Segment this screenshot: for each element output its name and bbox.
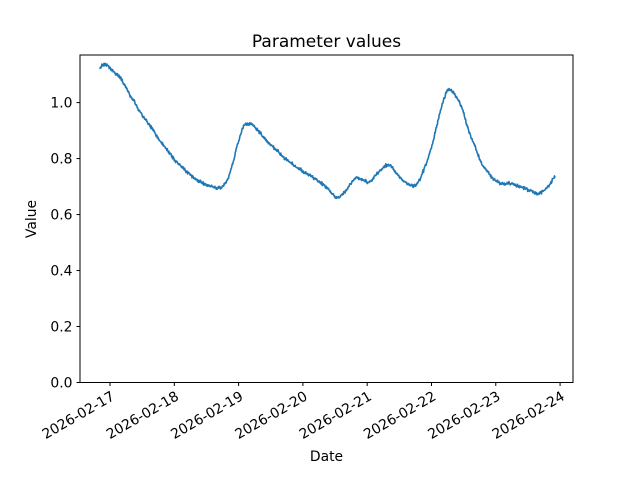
x-tick-label: 2026-02-23: [425, 389, 503, 443]
plot-border: [79, 54, 574, 383]
x-axis-label: Date: [310, 449, 343, 465]
x-tick-label: 2026-02-17: [40, 389, 118, 443]
y-tick-label: 1.0: [50, 95, 72, 111]
series-line: [99, 62, 556, 200]
y-tick-label: 0.4: [50, 263, 72, 279]
x-tick-label: 2026-02-18: [104, 389, 182, 443]
y-tick-label: 0.2: [50, 319, 72, 335]
y-axis-label: Value: [24, 200, 40, 238]
chart-title: Parameter values: [252, 32, 401, 52]
y-tick-label: 0.8: [50, 151, 72, 167]
x-tick-label: 2026-02-24: [490, 389, 568, 443]
y-tick-label: 0.0: [50, 375, 72, 391]
y-tick-label: 0.6: [50, 207, 72, 223]
plot-area: 0.00.20.40.60.81.02026-02-172026-02-1820…: [40, 54, 574, 443]
x-tick-label: 2026-02-20: [232, 389, 310, 443]
x-tick-label: 2026-02-19: [168, 389, 246, 443]
x-tick-label: 2026-02-21: [297, 389, 375, 443]
x-tick-label: 2026-02-22: [361, 389, 439, 443]
